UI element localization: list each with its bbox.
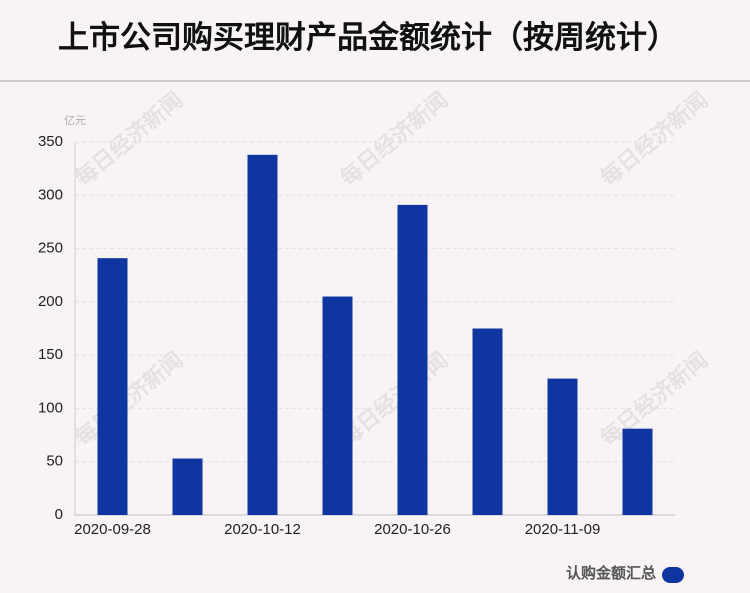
bar (97, 258, 128, 515)
y-tick-label: 350 (38, 133, 63, 150)
y-tick-label: 200 (38, 293, 63, 310)
y-tick-label: 0 (55, 506, 63, 523)
y-tick-label: 100 (38, 399, 63, 416)
legend-label: 认购金额汇总 (566, 564, 656, 582)
bar (247, 154, 278, 515)
x-tick-label: 2020-11-09 (525, 521, 601, 538)
y-tick-label: 50 (46, 453, 63, 470)
bar (547, 378, 578, 515)
y-tick-label: 150 (38, 346, 63, 363)
y-tick-label: 250 (38, 240, 63, 257)
bar (397, 204, 428, 515)
y-tick-label: 300 (38, 186, 63, 203)
plot: 0 50 100 150 200 250 300 350 2020-09-28 2020-10-1… (38, 133, 675, 538)
x-tick-label: 2020-09-28 (74, 521, 151, 538)
x-tick-label: 2020-10-26 (374, 521, 451, 538)
y-unit: 亿元 (64, 114, 86, 127)
bar (322, 296, 353, 515)
chart-title: 上市公司购买理财产品金额统计（按周统计） (58, 20, 678, 55)
bar (472, 328, 503, 515)
bar (172, 458, 203, 515)
legend-swatch (662, 567, 684, 583)
x-tick-label: 2020-10-12 (224, 521, 301, 538)
bar (622, 428, 653, 515)
